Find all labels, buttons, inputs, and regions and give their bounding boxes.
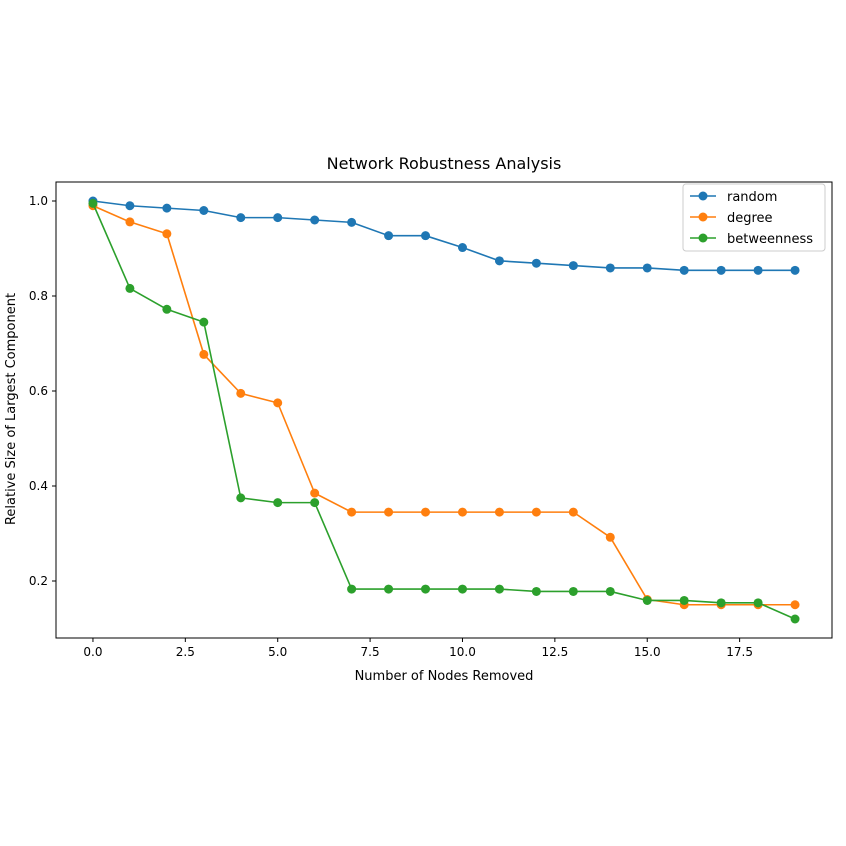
y-axis-label: Relative Size of Largest Component <box>4 293 19 525</box>
data-point-betweenness <box>605 586 615 596</box>
data-point-degree <box>162 229 172 239</box>
data-point-degree <box>125 217 135 227</box>
data-point-betweenness <box>162 304 172 314</box>
series-line-random <box>92 200 796 272</box>
data-point-betweenness <box>199 317 209 327</box>
x-tick-label: 7.5 <box>361 645 380 659</box>
data-point-betweenness <box>457 584 467 594</box>
legend-item-betweenness: betweenness <box>690 232 813 247</box>
data-point-betweenness <box>679 595 689 605</box>
legend-marker <box>698 212 708 222</box>
x-tick-label: 5.0 <box>268 645 287 659</box>
data-point-random <box>236 213 246 223</box>
data-point-random <box>605 263 615 273</box>
data-point-degree <box>347 507 357 517</box>
data-point-random <box>642 263 652 273</box>
x-tick-label: 17.5 <box>726 645 753 659</box>
data-point-betweenness <box>273 498 283 508</box>
legend-marker <box>698 233 708 243</box>
data-point-betweenness <box>347 584 357 594</box>
data-point-degree <box>605 532 615 542</box>
data-point-betweenness <box>568 586 578 596</box>
data-point-degree <box>531 507 541 517</box>
data-point-degree <box>199 349 209 359</box>
data-point-random <box>347 217 357 227</box>
data-point-random <box>125 201 135 211</box>
data-point-degree <box>310 488 320 498</box>
series-line-degree <box>92 205 796 606</box>
data-point-betweenness <box>310 498 320 508</box>
data-point-random <box>790 265 800 275</box>
data-point-betweenness <box>421 584 431 594</box>
legend-item-random: random <box>690 190 777 205</box>
data-point-random <box>679 265 689 275</box>
y-tick-label: 0.2 <box>29 574 48 588</box>
y-tick-label: 0.4 <box>29 479 48 493</box>
x-tick-label: 12.5 <box>541 645 568 659</box>
data-point-degree <box>273 398 283 408</box>
y-axis: 0.2 0.4 0.6 0.8 1.0 <box>29 194 56 588</box>
series-random <box>88 196 800 275</box>
data-point-betweenness <box>642 595 652 605</box>
legend-item-degree: degree <box>690 211 773 226</box>
data-point-random <box>457 243 467 253</box>
x-axis: 0.0 2.5 5.0 7.5 10.0 12.5 15.0 17.5 <box>83 638 753 659</box>
data-point-random <box>162 203 172 213</box>
legend-label: random <box>727 190 777 205</box>
data-point-random <box>273 213 283 223</box>
data-point-betweenness <box>790 614 800 624</box>
data-point-betweenness <box>753 598 763 608</box>
series-degree <box>88 201 800 610</box>
x-tick-label: 2.5 <box>176 645 195 659</box>
legend-marker <box>698 191 708 201</box>
x-tick-label: 0.0 <box>83 645 102 659</box>
plot-area <box>88 196 800 624</box>
legend-box <box>682 183 826 252</box>
series-betweenness <box>88 198 800 624</box>
data-point-betweenness <box>88 198 98 208</box>
data-point-betweenness <box>236 493 246 503</box>
data-point-betweenness <box>125 283 135 293</box>
series-line-betweenness <box>92 203 796 620</box>
legend: random degree betweenness <box>682 183 826 252</box>
data-point-random <box>199 206 209 215</box>
x-tick-label: 10.0 <box>449 645 476 659</box>
data-point-degree <box>457 507 467 517</box>
data-point-random <box>310 215 320 225</box>
data-point-degree <box>790 600 800 610</box>
y-tick-label: 1.0 <box>29 194 48 208</box>
data-point-random <box>568 261 578 271</box>
data-point-betweenness <box>531 586 541 596</box>
axes-frame <box>55 181 833 639</box>
data-point-degree <box>236 388 246 398</box>
y-tick-label: 0.8 <box>29 289 48 303</box>
data-point-random <box>753 265 763 275</box>
data-point-betweenness <box>494 584 504 594</box>
data-point-degree <box>421 507 431 517</box>
data-point-random <box>716 265 726 275</box>
data-point-betweenness <box>384 584 394 594</box>
data-point-betweenness <box>716 598 726 608</box>
legend-label: betweenness <box>727 232 813 247</box>
data-point-random <box>531 258 541 268</box>
chart-title: Network Robustness Analysis <box>327 154 562 173</box>
data-point-random <box>421 231 431 241</box>
data-point-random <box>384 231 394 241</box>
data-point-random <box>494 256 504 266</box>
legend-label: degree <box>727 211 773 226</box>
data-point-degree <box>568 507 578 517</box>
data-point-degree <box>384 507 394 517</box>
x-tick-label: 15.0 <box>634 645 661 659</box>
y-tick-label: 0.6 <box>29 384 48 398</box>
x-axis-label: Number of Nodes Removed <box>355 669 534 684</box>
data-point-degree <box>494 507 504 517</box>
